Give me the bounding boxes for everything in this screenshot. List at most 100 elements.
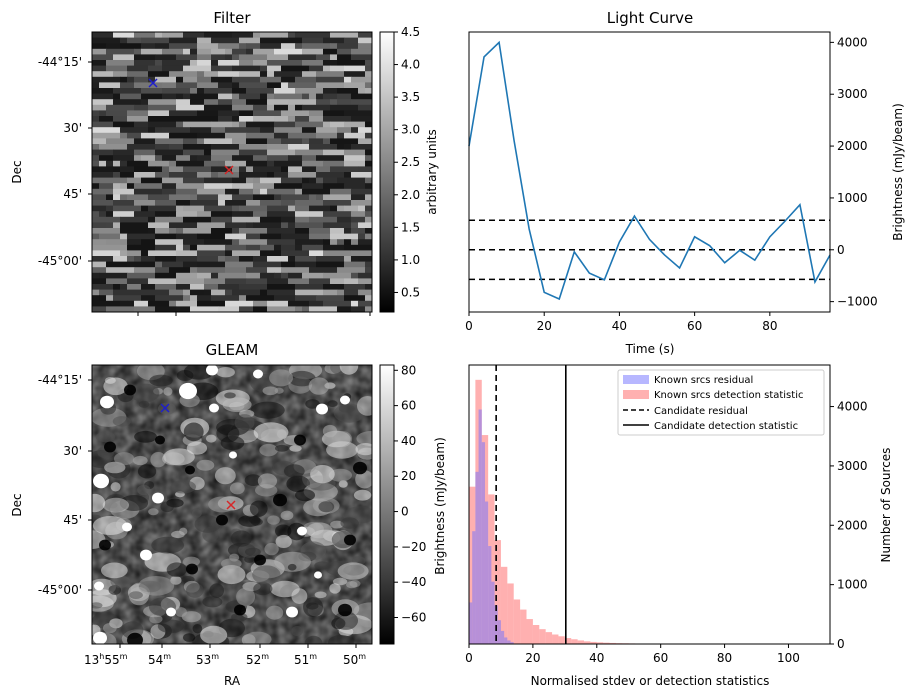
light-curve-frame — [468, 31, 831, 313]
filter-colorbar-ticks: 0.5 1.0 1.5 2.0 2.5 3.0 3.5 4.0 4.5 — [394, 25, 420, 299]
gleam-ylabel: Dec — [10, 493, 24, 516]
gleam-xlabel: RA — [224, 674, 241, 688]
histogram-xtick: 40 — [589, 651, 604, 665]
colorbar-tick: 20 — [401, 469, 416, 483]
light-curve-xtick: 80 — [762, 319, 777, 333]
detection-bar — [590, 641, 597, 644]
filter-colorbar-label: arbitrary units — [425, 129, 439, 215]
filter-ytick: 30' — [63, 121, 82, 135]
light-curve-ytick: −1000 — [837, 295, 878, 309]
gleam-colorbar — [379, 364, 395, 645]
colorbar-tick: 40 — [401, 434, 416, 448]
candidate-marker — [226, 500, 236, 510]
gleam-frame — [91, 364, 373, 645]
light-curve-ylabel: Brightness (mJy/beam) — [891, 103, 905, 241]
gleam-markers — [160, 403, 236, 510]
gleam-colorbar-ticks: 80 60 40 20 0 −20 −40 −60 — [394, 363, 426, 625]
light-curve-xtick: 0 — [465, 319, 473, 333]
gleam-colorbar-label: Brightness (mJy/beam) — [433, 437, 447, 575]
gleam-xtick: 50m — [343, 652, 366, 667]
colorbar-tick: 1.0 — [401, 253, 420, 267]
detection-bar — [513, 599, 521, 644]
filter-ylabel: Dec — [10, 160, 24, 183]
gleam-ytick: 30' — [63, 444, 82, 458]
known-source-marker — [148, 78, 158, 88]
detection-bar — [571, 639, 578, 644]
gleam-image — [92, 365, 372, 644]
candidate-marker — [224, 165, 234, 175]
legend-label: Known srcs residual — [654, 375, 753, 386]
histogram-ytick: 1000 — [837, 578, 868, 592]
colorbar-tick: 1.5 — [401, 220, 420, 234]
histogram-ylabel: Number of Sources — [879, 448, 893, 563]
light-curve-ytick: 4000 — [837, 35, 868, 49]
residual-bar — [481, 442, 485, 644]
colorbar-tick: 3.5 — [401, 90, 420, 104]
detection-bar — [552, 634, 559, 644]
gleam-xtick: 54m — [148, 652, 171, 667]
known-source-marker — [160, 403, 170, 413]
residual-bar — [469, 602, 473, 644]
gleam-xtick: 53m — [196, 652, 219, 667]
light-curve-ytick: 1000 — [837, 191, 868, 205]
detection-bar — [564, 638, 572, 644]
gleam-panel: GLEAM -44°15' 30' 45' -45°00' Dec 13h55m — [10, 341, 447, 688]
detection-bar — [603, 642, 610, 644]
filter-markers — [148, 78, 234, 175]
residual-bar — [507, 640, 511, 644]
residual-bar — [504, 637, 508, 644]
residual-bar — [497, 620, 501, 644]
filter-image — [92, 32, 372, 312]
filter-ytick: -44°15' — [38, 55, 82, 69]
filter-ytick: 45' — [63, 187, 82, 201]
residual-bar — [494, 605, 498, 644]
histogram-ytick: 0 — [837, 637, 845, 651]
detection-bar — [507, 583, 514, 644]
detection-bar — [584, 641, 591, 644]
legend-label: Candidate detection statistic — [654, 421, 798, 432]
residual-bar — [510, 642, 514, 644]
light-curve-ytick: 2000 — [837, 139, 868, 153]
colorbar-tick: 3.0 — [401, 123, 420, 137]
gleam-ytick: 45' — [63, 513, 82, 527]
light-curve-title: Light Curve — [607, 9, 693, 27]
colorbar-tick: 4.5 — [401, 25, 420, 39]
legend-label: Known srcs detection statistic — [654, 390, 803, 401]
histogram-xlabel: Normalised stdev or detection statistics — [531, 674, 770, 688]
residual-bar — [500, 630, 505, 644]
histogram-xtick: 80 — [717, 651, 732, 665]
detection-bar — [545, 632, 553, 644]
residual-bar — [491, 581, 495, 644]
detection-bar — [520, 609, 527, 644]
detection-bar — [526, 619, 533, 644]
light-curve-xtick: 40 — [612, 319, 627, 333]
legend-swatch-known-residual — [623, 375, 649, 384]
histogram-ytick: 4000 — [837, 400, 868, 414]
colorbar-tick: 0 — [401, 505, 409, 519]
filter-ytick: -45°00' — [38, 254, 82, 268]
light-curve-line — [468, 40, 831, 301]
detection-bar — [494, 540, 501, 644]
histogram-xtick: 20 — [525, 651, 540, 665]
histogram-xtick: 60 — [653, 651, 668, 665]
gleam-xtick: 52m — [246, 652, 269, 667]
detection-bar — [577, 640, 585, 644]
colorbar-tick: 2.5 — [401, 155, 420, 169]
residual-bar — [484, 501, 489, 644]
filter-colorbar — [379, 31, 395, 313]
histogram-xtick: 100 — [777, 651, 800, 665]
light-curve-ytick: 3000 — [837, 87, 868, 101]
light-curve-panel: Light Curve 0 20 40 60 80 −1000 0 1000 2000 3000 4… — [465, 9, 905, 356]
colorbar-tick: 4.0 — [401, 58, 420, 72]
light-curve-xlabel: Time (s) — [625, 342, 675, 356]
gleam-xticks: 13h55m 54m 53m 52m 51m 50m — [84, 644, 366, 667]
histogram-legend: Known srcs residual Known srcs detection… — [617, 369, 825, 436]
colorbar-tick: −60 — [401, 611, 426, 625]
gleam-xtick: 51m — [294, 652, 317, 667]
light-curve-xtick: 60 — [687, 319, 702, 333]
filter-title: Filter — [213, 9, 251, 27]
light-curve-plot: 0 20 40 60 80 −1000 0 1000 2000 3000 4000 — [465, 35, 877, 333]
